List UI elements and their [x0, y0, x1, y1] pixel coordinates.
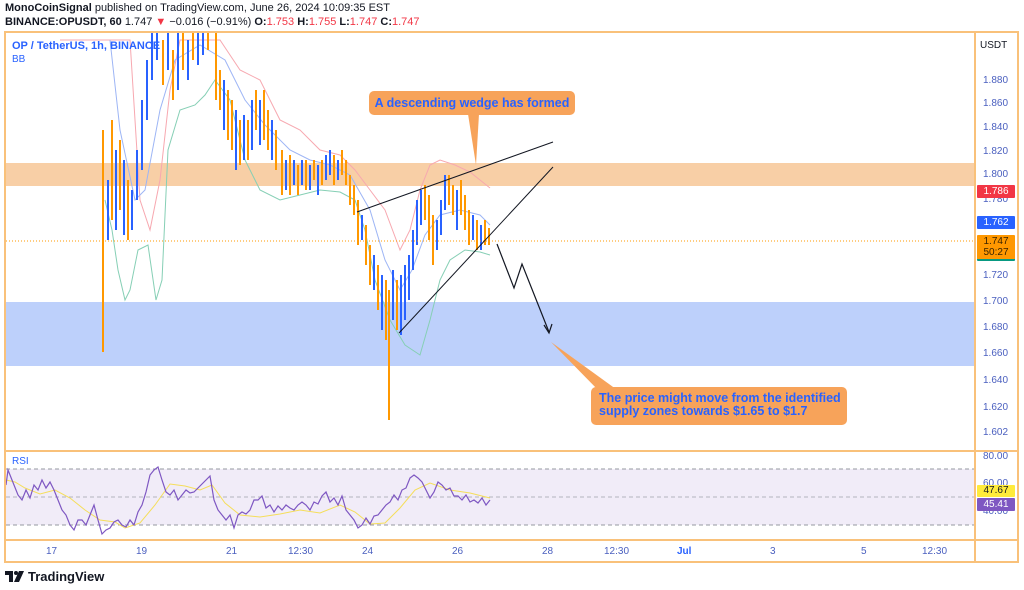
- price-axis-separator: [974, 31, 976, 563]
- chart-legend-title[interactable]: OP / TetherUS, 1h, BINANCE: [12, 40, 161, 52]
- pane-separator[interactable]: [4, 450, 1019, 452]
- projection-path: [496, 243, 550, 333]
- time-label: 19: [136, 546, 148, 557]
- rsi-axis-label: 80.00: [983, 451, 1009, 462]
- time-label: 24: [362, 546, 374, 557]
- time-label: 17: [46, 546, 58, 557]
- bb-lower-line: [104, 79, 491, 356]
- last-price-value: 1.747: [983, 236, 1009, 247]
- target-callout[interactable]: The price might move from the identified…: [591, 387, 847, 425]
- price-label: 1.680: [983, 322, 1009, 333]
- currency-label[interactable]: USDT: [980, 40, 1008, 51]
- price-label: 1.720: [983, 270, 1009, 281]
- wedge-callout-pointer: [468, 114, 479, 165]
- wedge-lower-line: [398, 166, 554, 334]
- rsi-line: [6, 466, 491, 536]
- price-label: 1.660: [983, 348, 1009, 359]
- time-axis-separator: [4, 539, 1019, 541]
- target-callout-line1: The price might move from the identified: [599, 391, 841, 405]
- price-change: −0.016 (−0.91%): [169, 16, 252, 28]
- time-label: 3: [770, 546, 776, 557]
- time-label: 28: [542, 546, 554, 557]
- candlesticks: [102, 33, 490, 420]
- rsi-axis-label: 60.00: [983, 478, 1009, 489]
- price-label: 1.602: [983, 427, 1009, 438]
- rsi-ma-line: [6, 479, 491, 529]
- time-label: 12:30: [604, 546, 630, 557]
- bb-upper-line: [59, 39, 491, 252]
- projection-arrowhead: [543, 323, 553, 335]
- author-name[interactable]: MonoCoinSignal: [5, 2, 92, 14]
- time-label: 5: [861, 546, 867, 557]
- down-arrow-icon: ▼: [155, 16, 167, 28]
- tradingview-logo-icon: [5, 571, 24, 582]
- tradingview-logo[interactable]: TradingView: [5, 569, 104, 584]
- last-price-tag: 1.747 50:27: [977, 235, 1015, 261]
- publish-text: published on TradingView.com, June 26, 2…: [91, 2, 390, 14]
- chart-frame: [4, 31, 1019, 563]
- demand-zone[interactable]: [6, 302, 974, 366]
- rsi-ma-tag: 47.67: [977, 485, 1015, 497]
- bb-upper-price-tag: 1.786: [977, 185, 1015, 198]
- symbol-ohlc-line: BINANCE:OPUSDT, 60 1.747 ▼ −0.016 (−0.91…: [5, 16, 420, 28]
- open-label: O:: [254, 16, 267, 28]
- wedge-callout[interactable]: A descending wedge has formed: [369, 91, 575, 115]
- price-label: 1.620: [983, 402, 1009, 413]
- time-label: 12:30: [922, 546, 948, 557]
- price-label: 1.800: [983, 169, 1009, 180]
- symbol: BINANCE:OPUSDT, 60: [5, 16, 122, 28]
- price-label: 1.840: [983, 122, 1009, 133]
- price-label: 1.880: [983, 75, 1009, 86]
- open-value: 1.753: [266, 16, 295, 28]
- price-label: 1.780: [983, 194, 1009, 205]
- bb-middle-price-tag: 1.762: [977, 216, 1015, 229]
- time-label-month: Jul: [677, 546, 692, 557]
- price-label: 1.640: [983, 375, 1009, 386]
- indicator-bb-label[interactable]: BB: [12, 54, 26, 65]
- target-callout-line2: supply zones towards $1.65 to $1.7: [599, 404, 808, 418]
- bar-countdown: 50:27: [983, 247, 1009, 258]
- supply-zone[interactable]: [6, 163, 974, 186]
- close-value: 1.747: [392, 16, 420, 28]
- last-price: 1.747: [124, 16, 153, 28]
- high-value: 1.755: [308, 16, 337, 28]
- publish-info: MonoCoinSignal published on TradingView.…: [5, 2, 390, 14]
- rsi-axis-label: 40.00: [983, 506, 1009, 517]
- target-callout-pointer: [551, 342, 620, 392]
- indicator-rsi-label[interactable]: RSI: [12, 456, 29, 467]
- time-label: 26: [452, 546, 464, 557]
- high-label: H:: [297, 16, 309, 28]
- price-label: 1.860: [983, 98, 1009, 109]
- price-label: 1.820: [983, 146, 1009, 157]
- rsi-value-tag: 45.41: [977, 498, 1015, 511]
- price-label: 1.700: [983, 296, 1009, 307]
- close-label: C:: [380, 16, 392, 28]
- low-label: L:: [339, 16, 350, 28]
- low-value: 1.747: [349, 16, 378, 28]
- time-label: 12:30: [288, 546, 314, 557]
- wedge-upper-line: [356, 141, 554, 213]
- tradingview-brand: TradingView: [28, 569, 105, 584]
- time-label: 21: [226, 546, 238, 557]
